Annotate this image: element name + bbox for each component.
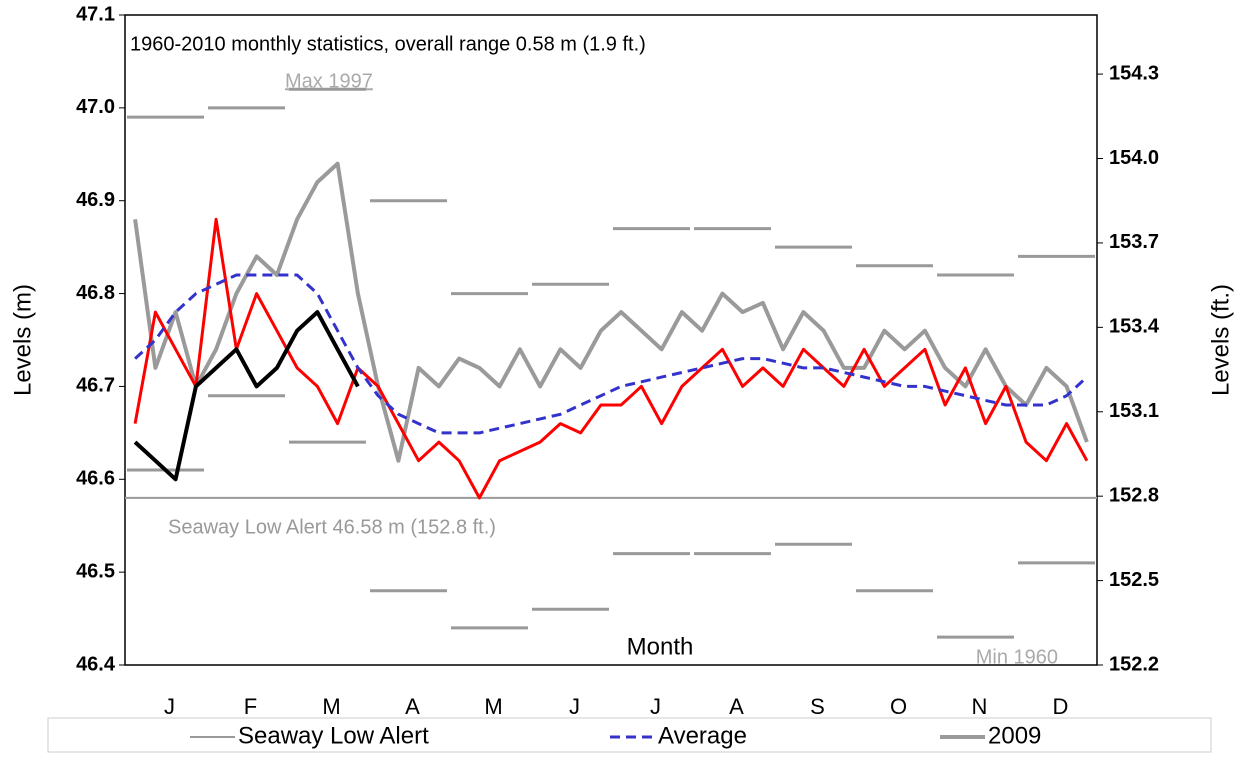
y2-tick-label: 154.3 bbox=[1109, 62, 1159, 84]
y2-tick-label: 152.5 bbox=[1109, 569, 1159, 591]
alert-label: Seaway Low Alert 46.58 m (152.8 ft.) bbox=[168, 516, 496, 538]
legend-label: Seaway Low Alert bbox=[238, 722, 429, 749]
x-axis-label: Month bbox=[627, 633, 694, 660]
y-tick-label: 46.9 bbox=[76, 189, 115, 211]
x-tick-label: J bbox=[650, 694, 661, 719]
x-tick-label: D bbox=[1053, 694, 1069, 719]
x-tick-label: J bbox=[164, 694, 175, 719]
y2-tick-label: 152.8 bbox=[1109, 484, 1159, 506]
x-tick-label: O bbox=[890, 694, 907, 719]
x-tick-label: M bbox=[322, 694, 340, 719]
series-line bbox=[133, 217, 1089, 500]
y-tick-label: 46.4 bbox=[76, 653, 116, 675]
x-tick-label: A bbox=[729, 694, 744, 719]
max-label: Max 1997 bbox=[285, 70, 373, 92]
y-tick-label: 46.5 bbox=[76, 560, 115, 582]
x-tick-label: F bbox=[244, 694, 257, 719]
series-line bbox=[133, 310, 360, 482]
y-tick-label: 46.7 bbox=[76, 375, 115, 397]
y-tick-label: 46.6 bbox=[76, 468, 115, 490]
series-line bbox=[133, 161, 1089, 463]
min-label: Min 1960 bbox=[976, 646, 1058, 668]
x-tick-label: S bbox=[810, 694, 825, 719]
legend-label: Average bbox=[658, 722, 747, 749]
y2-tick-label: 153.1 bbox=[1109, 400, 1159, 422]
y-tick-label: 47.0 bbox=[76, 96, 115, 118]
x-tick-label: N bbox=[972, 694, 988, 719]
y2-axis-label: Levels (ft.) bbox=[1207, 284, 1234, 396]
legend-label: 2009 bbox=[988, 722, 1041, 749]
y-tick-label: 46.8 bbox=[76, 282, 115, 304]
series-line bbox=[134, 273, 1088, 435]
plot-frame bbox=[124, 14, 1098, 666]
y2-tick-label: 152.2 bbox=[1109, 653, 1159, 675]
y-axis-label: Levels (m) bbox=[9, 284, 36, 396]
x-tick-label: A bbox=[405, 694, 420, 719]
y2-tick-label: 154.0 bbox=[1109, 147, 1159, 169]
y2-tick-label: 153.7 bbox=[1109, 231, 1159, 253]
y-tick-label: 47.1 bbox=[76, 3, 115, 25]
x-tick-label: M bbox=[484, 694, 502, 719]
x-tick-label: J bbox=[569, 694, 580, 719]
legend-box bbox=[47, 717, 1212, 753]
annotation: 1960-2010 monthly statistics, overall ra… bbox=[130, 33, 646, 55]
y2-tick-label: 153.4 bbox=[1109, 316, 1160, 338]
